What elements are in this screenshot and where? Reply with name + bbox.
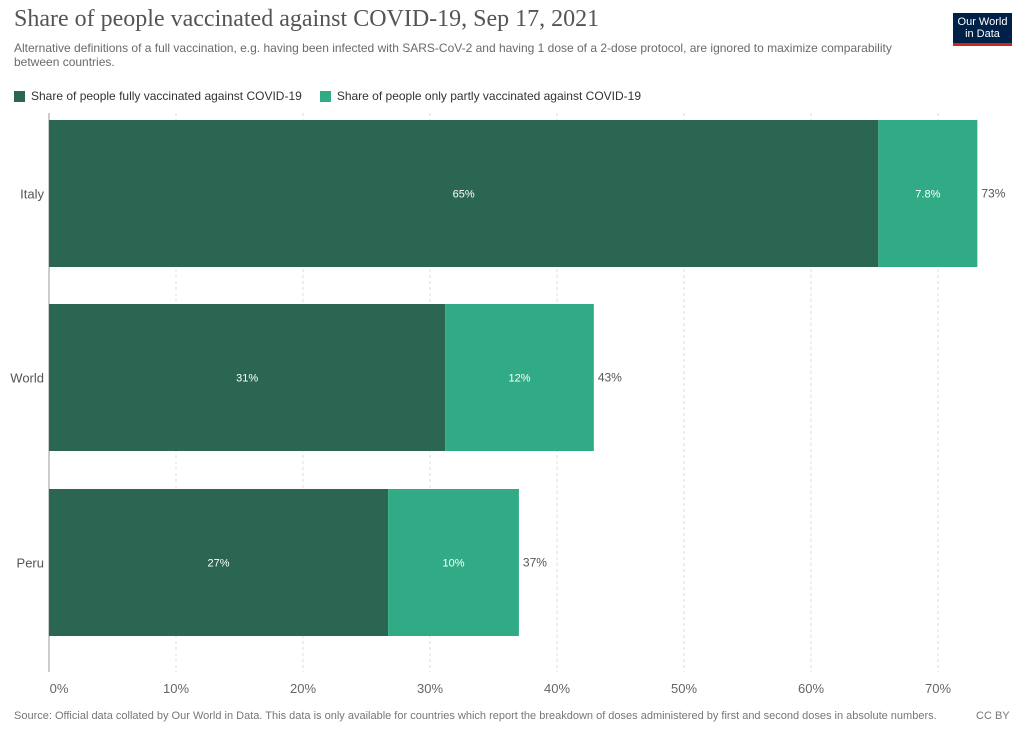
bar-world-partly	[445, 304, 594, 451]
legend-item-fully[interactable]: Share of people fully vaccinated against…	[14, 89, 302, 103]
chart-title: Share of people vaccinated against COVID…	[14, 6, 600, 32]
x-tick-label-20: 20%	[290, 681, 316, 696]
x-tick-label-30: 30%	[417, 681, 443, 696]
logo-line-1: Our World	[957, 16, 1008, 28]
bar-chart: 0% 10% 20% 30% 40% 50% 60% 70% 65% 7.8% 73% Italy 31…	[10, 113, 1006, 696]
legend-swatch-partly	[319, 90, 331, 102]
x-tick-label-50: 50%	[671, 681, 697, 696]
bar-value-label-peru-fully: 27%	[208, 558, 230, 570]
category-label-peru: Peru	[17, 556, 44, 571]
bar-peru-partly	[388, 489, 519, 636]
category-label-world: World	[10, 371, 44, 386]
chart-legend: Share of people fully vaccinated against…	[14, 89, 659, 103]
bar-value-label-world-partly: 12%	[509, 373, 531, 385]
bar-value-label-world-fully: 31%	[236, 373, 258, 385]
total-label-world: 43%	[598, 371, 622, 385]
license-link[interactable]: CC BY	[976, 710, 1010, 722]
bar-value-label-peru-partly: 10%	[442, 558, 464, 570]
x-tick-label-60: 60%	[798, 681, 824, 696]
bar-value-label-italy-fully: 65%	[453, 189, 475, 201]
x-tick-label-0: 0%	[50, 681, 69, 696]
chart-subtitle: Alternative definitions of a full vaccin…	[14, 41, 892, 69]
legend-label-fully: Share of people fully vaccinated against…	[31, 89, 302, 103]
bar-italy-fully	[49, 120, 879, 267]
bar-italy-partly	[878, 120, 978, 267]
x-tick-label-10: 10%	[163, 681, 189, 696]
bar-value-label-italy-partly: 7.8%	[915, 189, 940, 201]
legend-swatch-fully	[14, 90, 25, 102]
total-label-italy: 73%	[981, 187, 1005, 201]
x-tick-label-70: 70%	[925, 681, 951, 696]
owid-logo[interactable]: Our World in Data	[953, 13, 1012, 46]
bar-peru-fully	[49, 489, 389, 636]
x-tick-label-40: 40%	[544, 681, 570, 696]
logo-line-2: in Data	[965, 28, 1000, 40]
category-label-italy: Italy	[20, 187, 44, 202]
legend-label-partly: Share of people only partly vaccinated a…	[336, 89, 641, 103]
total-label-peru: 37%	[523, 556, 547, 570]
source-note: Source: Official data collated by Our Wo…	[14, 710, 937, 722]
bar-world-fully	[49, 304, 446, 451]
legend-item-partly[interactable]: Share of people only partly vaccinated a…	[319, 89, 641, 103]
